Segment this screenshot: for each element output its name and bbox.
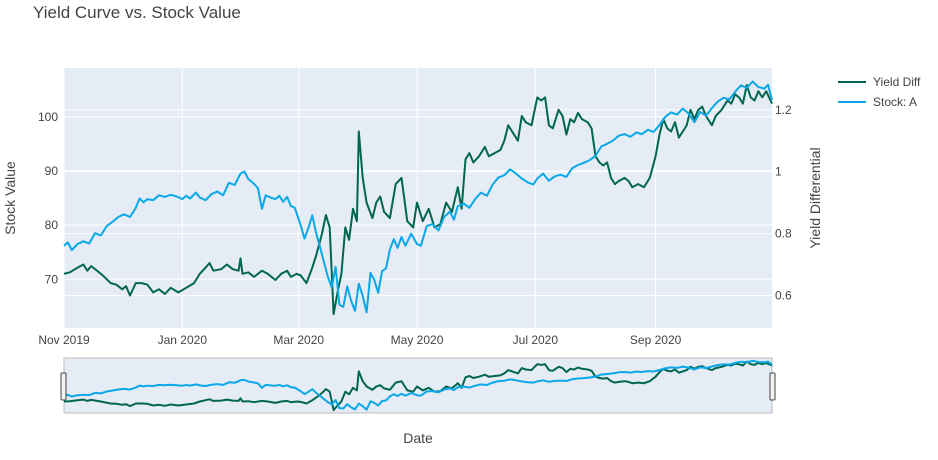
- range-slider-left-handle[interactable]: [60, 372, 67, 401]
- x-tick-label: Nov 2019: [38, 333, 90, 347]
- x-axis-ticks: Nov 2019 Jan 2020 Mar 2020 May 2020 Jul 2020…: [38, 333, 681, 347]
- y-left-axis-title: Stock Value: [2, 161, 18, 235]
- legend-label[interactable]: Yield Diff: [873, 75, 921, 89]
- slider-series-line-1: [63, 359, 773, 411]
- y-right-axis-title: Yield Differential: [807, 147, 823, 248]
- grid-lines: [63, 68, 772, 328]
- y-right-tick-label: 0.8: [775, 227, 792, 241]
- range-slider-right-handle[interactable]: [769, 372, 776, 401]
- series-line-1: [63, 80, 773, 314]
- x-tick-label: May 2020: [391, 333, 444, 347]
- y-left-tick-label: 80: [45, 218, 59, 232]
- y-left-axis-ticks: 70 80 90 100: [38, 110, 58, 287]
- y-right-tick-label: 1: [775, 165, 782, 179]
- series-line-0: [63, 84, 773, 316]
- slider-series-line-0: [63, 360, 773, 412]
- x-axis-title: Date: [403, 430, 433, 446]
- y-left-tick-label: 70: [45, 272, 59, 286]
- legend: Yield Diff Stock: A: [838, 75, 921, 109]
- y-right-tick-label: 0.6: [775, 289, 792, 303]
- x-tick-label: Jul 2020: [513, 333, 559, 347]
- x-tick-label: Mar 2020: [273, 333, 324, 347]
- main-series-group: [63, 80, 773, 316]
- y-right-tick-label: 1.2: [775, 103, 792, 117]
- y-right-axis-ticks: 0.6 0.8 1 1.2: [775, 103, 792, 303]
- y-left-tick-label: 90: [45, 164, 59, 178]
- range-slider-series: [63, 359, 773, 412]
- x-tick-label: Sep 2020: [630, 333, 682, 347]
- y-left-tick-label: 100: [38, 110, 58, 124]
- legend-label[interactable]: Stock: A: [873, 95, 917, 109]
- x-tick-label: Jan 2020: [158, 333, 208, 347]
- chart-title: Yield Curve vs. Stock Value: [33, 3, 241, 22]
